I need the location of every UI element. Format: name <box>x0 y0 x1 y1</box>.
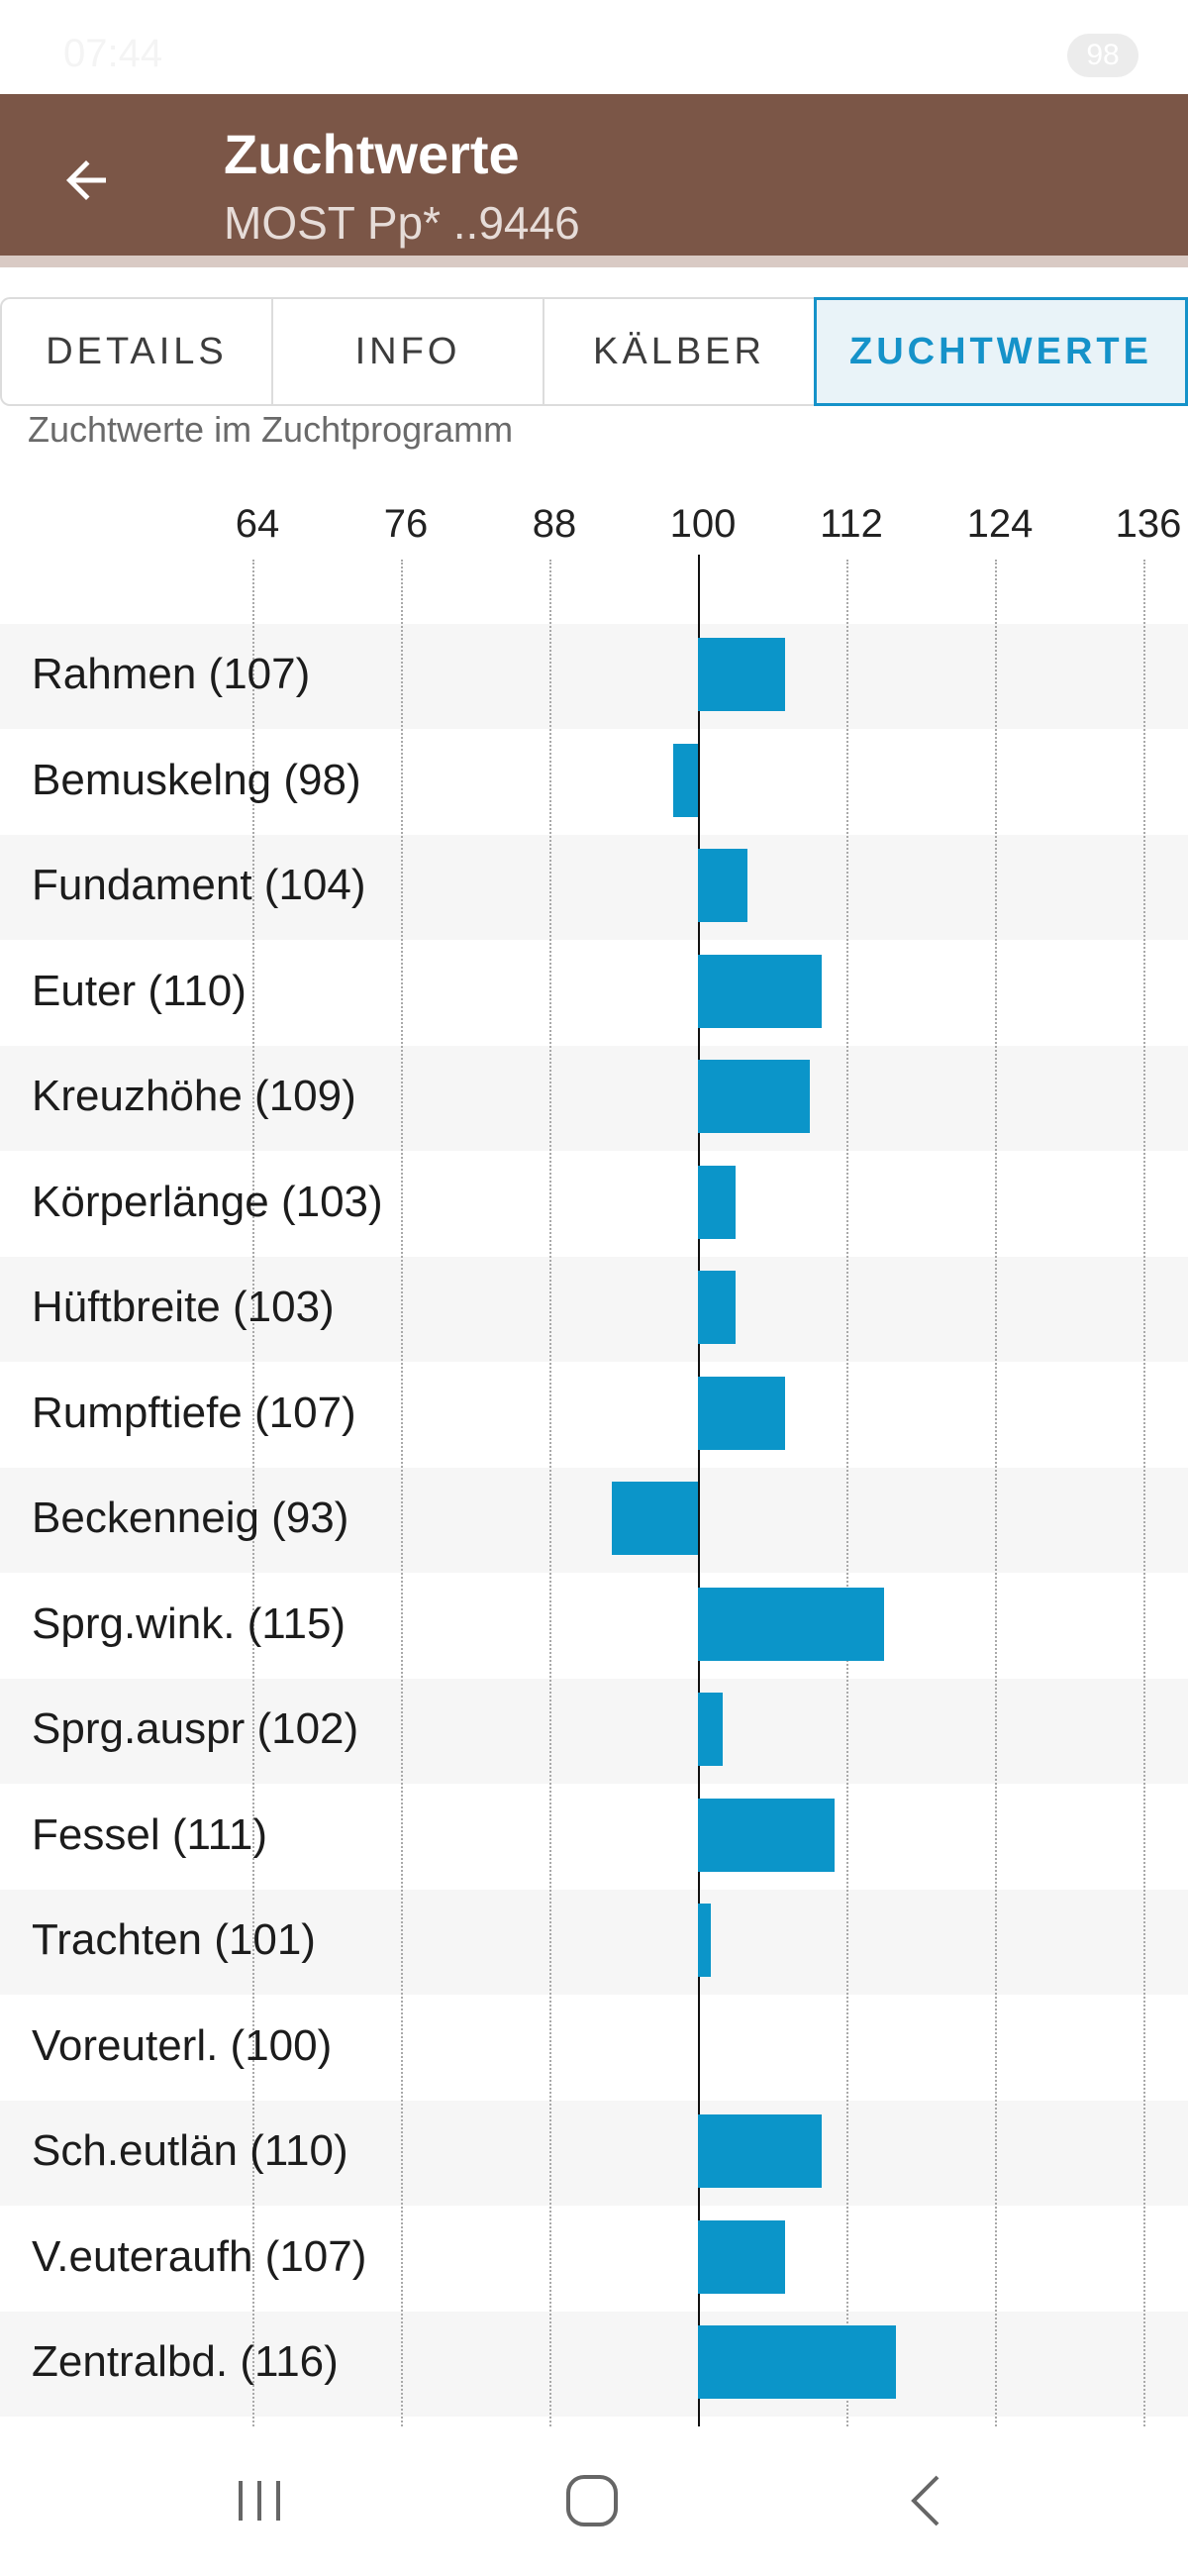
category-label: V.euteraufh (107) <box>32 2231 367 2281</box>
bar <box>698 1376 785 1450</box>
category-label: Zentralbd. (116) <box>32 2337 339 2386</box>
tab-bar: DETAILS INFO KÄLBER ZUCHTWERTE <box>0 297 1188 410</box>
system-nav-bar <box>0 2426 1188 2576</box>
bar <box>611 1482 698 1555</box>
category-label: Körperlänge (103) <box>32 1177 383 1226</box>
grid-line <box>252 560 254 2426</box>
category-label: Sprg.auspr (102) <box>32 1704 359 1753</box>
chart-row <box>0 1890 1188 1995</box>
chart-row <box>0 2101 1188 2206</box>
x-tick-label: 124 <box>966 502 1034 546</box>
bar <box>698 1271 736 1344</box>
grid-line <box>549 560 551 2426</box>
x-tick-label: 136 <box>1115 502 1182 546</box>
tab-info-label: INFO <box>354 330 461 372</box>
page-title: Zuchtwerte <box>224 123 520 185</box>
category-label: Bemuskelng (98) <box>32 755 361 804</box>
chart-row <box>0 1679 1188 1784</box>
chevron-left-icon <box>911 2475 940 2526</box>
recent-apps-icon <box>239 2481 280 2521</box>
back-button[interactable] <box>42 136 131 225</box>
grid-line <box>995 560 997 2426</box>
tab-kaelber-label: KÄLBER <box>593 330 765 372</box>
category-label: Fundament (104) <box>32 861 366 909</box>
zuchtwerte-chart[interactable]: Zuchtwerte im Zuchtprogramm 64 76 88 100 112… <box>0 411 1188 2426</box>
bar <box>698 1587 884 1661</box>
app-bar: Zuchtwerte MOST Pp* ..9446 <box>0 94 1188 267</box>
x-tick-label: 112 <box>820 502 883 546</box>
tab-zuchtwerte[interactable]: ZUCHTWERTE <box>814 297 1188 406</box>
bar <box>698 2219 785 2294</box>
x-tick-label: 76 <box>383 502 429 546</box>
category-label: Rumpftiefe (107) <box>32 1388 356 1437</box>
tab-info[interactable]: INFO <box>271 297 543 406</box>
chart-row <box>0 1046 1188 1151</box>
chart-heading: Zuchtwerte im Zuchtprogramm <box>28 411 514 450</box>
home-button[interactable] <box>533 2456 651 2545</box>
tab-kaelber[interactable]: KÄLBER <box>543 297 814 406</box>
category-label: Trachten (101) <box>32 1915 316 1964</box>
arrow-left-icon <box>66 160 106 200</box>
category-label: Rahmen (107) <box>32 650 311 698</box>
bar <box>698 849 747 922</box>
x-tick-label: 88 <box>532 502 577 546</box>
bar <box>698 1060 810 1133</box>
bar <box>673 743 698 817</box>
grid-line <box>401 560 403 2426</box>
baseline-line <box>698 555 700 2426</box>
chart-row <box>0 835 1188 940</box>
page-subtitle: MOST Pp* ..9446 <box>224 197 580 249</box>
bar <box>698 2114 822 2188</box>
chart-row <box>0 1468 1188 1573</box>
bar <box>698 1904 711 1977</box>
category-label: Hüftbreite (103) <box>32 1283 335 1331</box>
home-icon <box>566 2475 618 2526</box>
nav-back-button[interactable] <box>867 2456 986 2545</box>
status-time: 07:44 <box>63 32 163 75</box>
app-bar-divider <box>0 256 1188 267</box>
bar <box>698 1693 723 1766</box>
category-label: Sprg.wink. (115) <box>32 1598 346 1648</box>
category-label: Voreuterl. (100) <box>32 2020 333 2070</box>
chart-row <box>0 624 1188 729</box>
grid-line <box>846 560 848 2426</box>
tab-details-label: DETAILS <box>46 330 228 372</box>
category-label: Kreuzhöhe (109) <box>32 1072 356 1120</box>
battery-icon: 98 <box>1067 34 1138 77</box>
bar <box>698 638 785 711</box>
recent-apps-button[interactable] <box>200 2456 319 2545</box>
bar <box>698 1798 835 1872</box>
x-tick-label: 100 <box>669 502 737 546</box>
category-label: Beckenneig (93) <box>32 1494 349 1542</box>
bar <box>698 2325 896 2399</box>
category-label: Sch.eutlän (110) <box>32 2126 348 2175</box>
tab-zuchtwerte-label: ZUCHTWERTE <box>849 330 1152 372</box>
bar <box>698 1165 736 1239</box>
category-label: Fessel (111) <box>32 1809 268 1859</box>
status-bar: 07:44 98 <box>0 0 1188 94</box>
grid-line <box>1143 560 1145 2426</box>
category-label: Euter (110) <box>32 966 247 1015</box>
bar <box>698 954 822 1028</box>
x-tick-label: 64 <box>235 502 280 546</box>
chart-row <box>0 1257 1188 1362</box>
tab-details[interactable]: DETAILS <box>0 297 271 406</box>
chart-row <box>0 2312 1188 2417</box>
